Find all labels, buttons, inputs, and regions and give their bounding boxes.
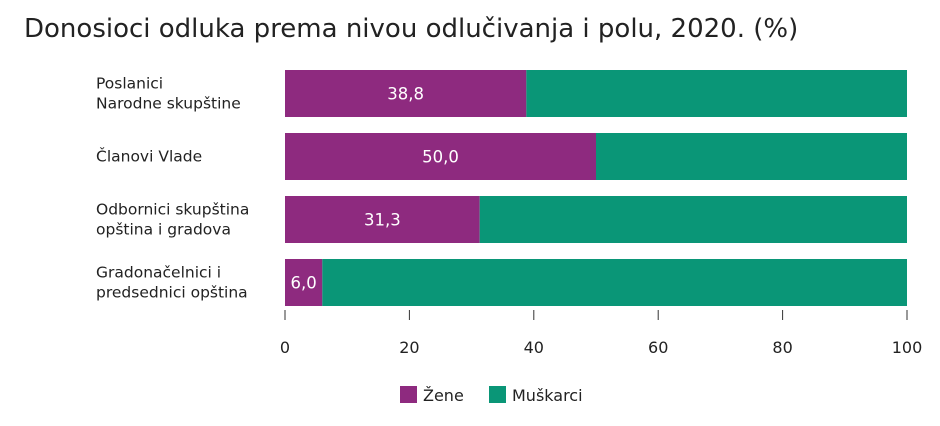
x-tick-label: 0 [280,338,290,357]
x-tick-label: 40 [524,338,544,357]
data-label: 6,0 [291,274,317,293]
bar-muškarci-2 [479,196,907,243]
bar-žene-3 [285,259,323,306]
category-label: Članovi Vlade [96,147,202,166]
x-tick-label: 60 [648,338,668,357]
data-label: 31,3 [364,211,401,230]
category-label: Narodne skupštine [96,95,241,113]
legend-label: Žene [423,386,464,405]
bar-muškarci-1 [596,133,907,180]
bar-žene-2 [285,196,480,243]
x-tick-label: 20 [399,338,419,357]
legend-swatch [489,386,506,403]
chart-title: Donosioci odluka prema nivou odlučivanja… [24,14,799,44]
x-tick-label: 80 [772,338,792,357]
bar-žene-0 [285,70,527,117]
data-label: 50,0 [422,148,459,167]
bar-muškarci-0 [526,70,907,117]
legend-label: Muškarci [512,386,583,405]
category-label: opština i gradova [96,221,231,239]
bar-žene-1 [285,133,596,180]
category-label: Odbornici skupština [96,201,249,219]
category-label: Gradonačelnici i [96,264,221,282]
bar-muškarci-3 [322,259,907,306]
category-label: predsednici opština [96,284,248,302]
x-tick-label: 100 [892,338,923,357]
category-label: Poslanici [96,75,163,93]
data-label: 38,8 [387,85,424,104]
legend-swatch [400,386,417,403]
